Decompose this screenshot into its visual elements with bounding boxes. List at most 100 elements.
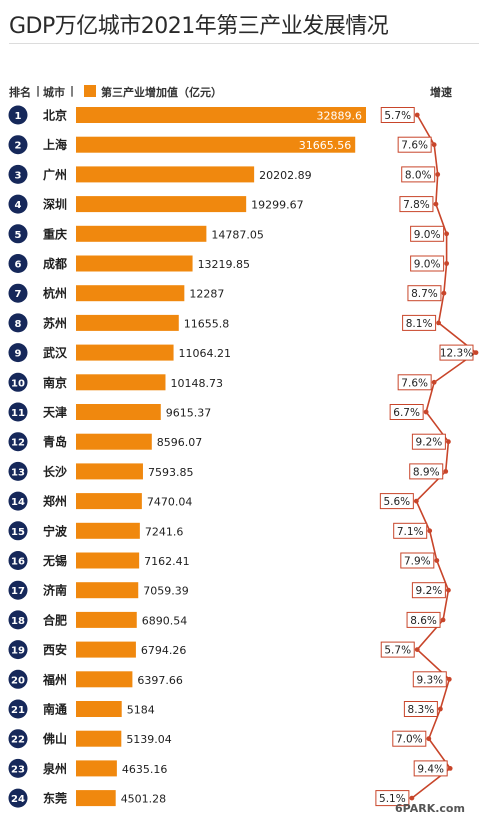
growth-box (400, 552, 435, 569)
bar (76, 225, 207, 242)
growth-marker (426, 736, 432, 742)
value-label: 13219.85 (198, 258, 251, 271)
growth-marker (445, 439, 451, 445)
growth-label: 7.6% (401, 140, 428, 152)
growth-label: 7.1% (397, 526, 424, 538)
legend-swatch (84, 85, 96, 97)
growth-label: 7.8% (403, 199, 430, 211)
city-label: 武汉 (43, 345, 68, 360)
value-label: 6397.66 (137, 674, 183, 687)
growth-label: 9.0% (414, 259, 441, 271)
growth-box (411, 433, 446, 450)
watermark-text: 6PARK.com (395, 802, 465, 815)
bar (76, 611, 137, 628)
growth-box (402, 314, 437, 331)
city-label: 合肥 (43, 612, 67, 627)
value-label: 14787.05 (211, 228, 264, 241)
growth-marker (444, 261, 450, 266)
rank-badge (8, 551, 28, 570)
growth-marker (423, 409, 429, 415)
bar (76, 493, 142, 510)
bar (76, 522, 140, 539)
growth-box (379, 493, 414, 510)
city-label: 福州 (42, 672, 67, 687)
bar (76, 285, 185, 302)
value-label: 9615.37 (166, 407, 212, 420)
growth-label: 7.9% (404, 556, 431, 568)
value-label: 10148.73 (170, 377, 223, 390)
bar (76, 463, 143, 480)
header-separator-2: | (70, 84, 75, 97)
rank-label: 12 (11, 438, 25, 449)
rank-badge (8, 105, 28, 125)
growth-marker (434, 558, 440, 563)
growth-box (389, 404, 424, 420)
growth-header: 增速 (430, 86, 452, 99)
bar (76, 552, 140, 569)
value-label: 20202.89 (259, 169, 312, 182)
growth-marker (436, 320, 442, 326)
rank-badge (8, 758, 28, 778)
city-label: 杭州 (43, 286, 67, 301)
rank-header: 排名 (9, 86, 31, 99)
value-label: 11064.21 (179, 347, 232, 360)
bar (76, 433, 152, 450)
rank-badge (8, 283, 28, 303)
growth-box (407, 285, 442, 302)
value-label: 7162.41 (144, 555, 190, 568)
city-label: 长沙 (43, 464, 67, 479)
rank-badge (8, 432, 28, 452)
rank-label: 17 (11, 586, 25, 597)
bar (76, 374, 166, 391)
value-label: 4501.28 (121, 793, 167, 806)
growth-label: 9.2% (416, 585, 443, 597)
city-label: 南京 (43, 375, 67, 390)
header-separator-1: | (36, 84, 41, 97)
bar (76, 344, 174, 361)
city-label: 成都 (43, 256, 67, 271)
bar (76, 255, 193, 272)
rank-label: 22 (11, 735, 25, 746)
rank-label: 3 (15, 170, 22, 181)
growth-box (392, 730, 427, 747)
growth-marker (440, 617, 446, 623)
value-label: 5139.04 (126, 733, 172, 746)
growth-marker (437, 706, 443, 712)
growth-marker (431, 379, 437, 385)
city-label: 西安 (43, 642, 67, 657)
rank-label: 1 (15, 111, 22, 122)
city-label: 广州 (43, 167, 67, 182)
rank-badge (8, 461, 28, 481)
city-label: 佛山 (42, 731, 67, 746)
growth-box (380, 107, 415, 123)
growth-box (375, 790, 410, 807)
bar (76, 166, 255, 183)
rank-label: 19 (11, 646, 25, 657)
value-label: 19299.67 (251, 199, 304, 212)
rank-label: 9 (15, 349, 22, 360)
growth-box (410, 225, 445, 242)
growth-marker (413, 498, 419, 504)
rank-badge (8, 640, 28, 660)
growth-label: 12.3% (440, 348, 473, 360)
rank-badge (8, 194, 28, 214)
growth-marker (433, 201, 439, 207)
rank-badge (8, 521, 28, 541)
value-label: 5184 (127, 704, 155, 717)
bar (76, 314, 179, 331)
value-label: 7593.85 (148, 466, 194, 479)
growth-marker (409, 795, 415, 801)
rank-label: 20 (11, 675, 25, 686)
bar (76, 760, 117, 777)
rank-badge (8, 164, 28, 184)
rank-label: 10 (11, 378, 25, 389)
growth-marker (473, 350, 479, 355)
growth-label: 5.1% (379, 793, 406, 805)
growth-label: 8.3% (408, 704, 435, 716)
city-label: 青岛 (43, 434, 67, 449)
rank-badge (8, 135, 28, 155)
rank-badge (8, 313, 28, 333)
value-label: 4635.16 (122, 763, 168, 776)
growth-box (413, 760, 448, 777)
